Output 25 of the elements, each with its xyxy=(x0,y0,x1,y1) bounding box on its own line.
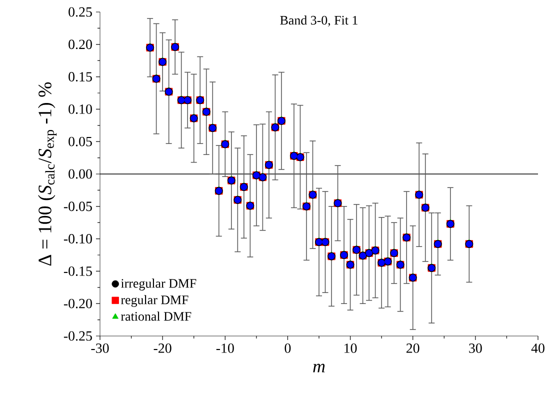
y-tick-label: 0.00 xyxy=(68,169,92,179)
y-axis-title: Δ = 100 (S$_{calc}$/S$_{exp}$ -1) % xyxy=(38,82,57,266)
x-tick-label: 40 xyxy=(531,344,544,353)
y-tick-label: 0.10 xyxy=(68,104,92,114)
x-axis-title: m xyxy=(313,364,325,372)
x-tick-label: 30 xyxy=(469,344,482,353)
y-tick-label: -0.15 xyxy=(64,266,92,276)
y-tick-label: -0.10 xyxy=(64,234,92,244)
chart-title: Band 3-0, Fit 1 xyxy=(280,16,358,27)
x-tick-label: 20 xyxy=(406,344,420,353)
y-tick-label: 0.05 xyxy=(68,136,92,146)
y-tick-label: -0.05 xyxy=(64,202,92,212)
y-tick-label: -0.25 xyxy=(64,331,92,341)
x-tick-label: -20 xyxy=(154,344,172,353)
y-tick-label: 0.15 xyxy=(68,72,92,82)
x-tick-label: -10 xyxy=(216,344,234,353)
legend-label: rational DMF xyxy=(121,312,192,321)
x-tick-label: 10 xyxy=(344,344,357,353)
x-tick-label: -30 xyxy=(91,344,109,353)
y-tick-label: 0.20 xyxy=(68,40,92,50)
y-tick-label: -0.20 xyxy=(64,298,92,308)
legend-label: irregular DMF xyxy=(121,278,196,290)
y-tick-label: 0.25 xyxy=(68,7,92,17)
legend-label: regular DMF xyxy=(121,295,188,307)
x-tick-label: 0 xyxy=(284,344,291,353)
